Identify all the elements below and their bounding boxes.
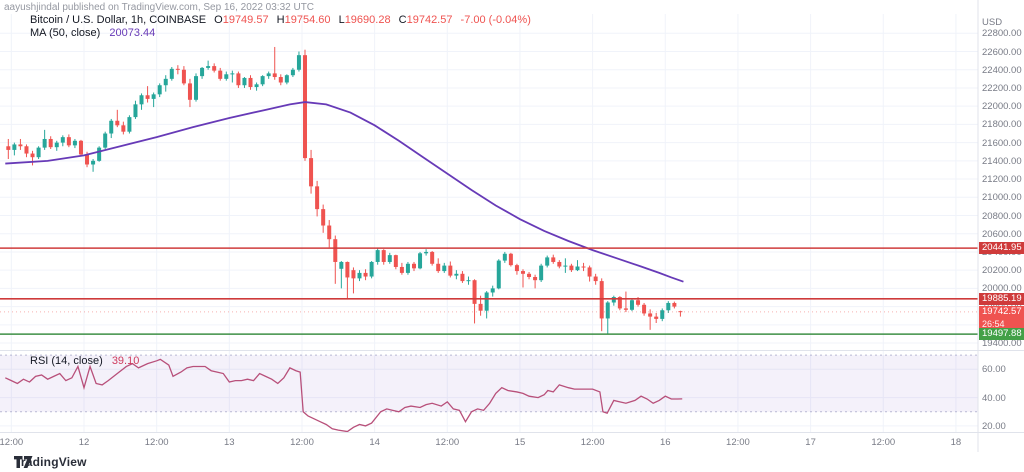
rsi-label: RSI (14, close) xyxy=(30,355,103,367)
open-label: O xyxy=(214,14,223,26)
price-tick-label: 21600.00 xyxy=(982,137,1022,149)
change-value: -7.00 (-0.04%) xyxy=(460,14,531,26)
tradingview-logo-icon xyxy=(14,456,33,468)
close-value: 19742.57 xyxy=(406,14,453,26)
price-tick-label: 22800.00 xyxy=(982,28,1022,40)
price-tick-label: 22200.00 xyxy=(982,82,1022,94)
low-value: 19690.28 xyxy=(344,14,391,26)
price-tick-label: 19400.00 xyxy=(982,338,1022,350)
rsi-tick-label: 40.00 xyxy=(982,392,1006,404)
time-tick-label: 12:00 xyxy=(0,437,24,448)
close-label: C xyxy=(398,14,407,26)
time-tick-label: 18 xyxy=(950,437,962,448)
price-tick-label: 22000.00 xyxy=(982,101,1022,113)
price-tick-label: 22600.00 xyxy=(982,46,1022,58)
low-label: L xyxy=(338,14,345,26)
countdown-timer: 26:54 xyxy=(982,318,1005,329)
price-tick-label: 22400.00 xyxy=(982,64,1022,76)
price-tick-label: 20000.00 xyxy=(982,283,1022,295)
price-tick-label: 20200.00 xyxy=(982,265,1022,277)
price-tick-label: 21800.00 xyxy=(982,119,1022,131)
level-price-badge: 19497.88 xyxy=(979,328,1024,341)
price-tick-label: 20600.00 xyxy=(982,228,1022,240)
price-tick-label: 21200.00 xyxy=(982,174,1022,186)
price-axis-unit: USD xyxy=(982,17,1003,28)
ma-label: MA (50, close) xyxy=(30,27,101,39)
time-tick-label: 16 xyxy=(659,437,671,448)
price-tick-label: 20800.00 xyxy=(982,210,1022,222)
time-tick-label: 15 xyxy=(514,437,526,448)
symbol-legend-row[interactable]: Bitcoin / U.S. Dollar, 1h, COINBASE O197… xyxy=(30,14,531,26)
rsi-tick-label: 20.00 xyxy=(982,420,1006,432)
time-tick-label: 17 xyxy=(805,437,816,448)
open-value: 19749.57 xyxy=(222,14,269,26)
time-tick-label: 13 xyxy=(224,437,235,448)
time-tick-label: 12:00 xyxy=(144,437,169,448)
rsi-value: 39.10 xyxy=(111,355,140,367)
price-tick-label: 21400.00 xyxy=(982,155,1022,167)
time-tick-label: 12:00 xyxy=(435,437,460,448)
publish-watermark: aayushjindal published on TradingView.co… xyxy=(4,2,315,13)
time-tick-label: 12:00 xyxy=(726,437,750,448)
level-price-badge: 20441.95 xyxy=(979,242,1024,255)
rsi-legend-row[interactable]: RSI (14, close) 39.10 xyxy=(30,355,139,367)
rsi-tick-label: 60.00 xyxy=(982,364,1006,376)
level-price-badge: 19885.19 xyxy=(979,292,1024,305)
ma-legend-row[interactable]: MA (50, close) 20073.44 xyxy=(30,27,155,39)
high-value: 19754.60 xyxy=(284,14,331,26)
symbol-title: Bitcoin / U.S. Dollar, 1h, COINBASE xyxy=(30,14,207,26)
time-tick-label: 12:00 xyxy=(580,437,605,448)
time-tick-label: 12:00 xyxy=(290,437,314,448)
ma-value: 20073.44 xyxy=(109,27,156,39)
high-label: H xyxy=(276,14,285,26)
current-price-badge: 19742.57 26:54 xyxy=(979,305,1024,329)
time-tick-label: 14 xyxy=(369,437,380,448)
time-tick-label: 12:00 xyxy=(871,437,896,448)
tradingview-logo-text: TradingView xyxy=(14,455,87,469)
tradingview-logo[interactable]: TradingView xyxy=(14,455,87,469)
price-tick-label: 21000.00 xyxy=(982,192,1022,204)
time-tick-label: 12 xyxy=(78,437,90,448)
